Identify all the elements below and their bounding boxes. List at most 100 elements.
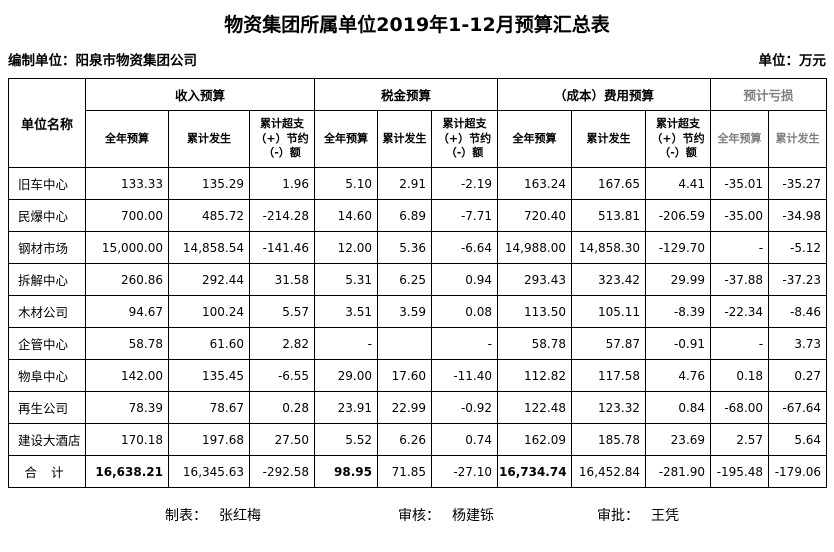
value-cell: 0.84	[644, 391, 712, 424]
value-cell: 78.67	[168, 391, 250, 424]
value-cell: -37.23	[768, 263, 828, 296]
value-cell: 720.40	[497, 199, 572, 232]
header-group-row: 单位名称 收入预算 税金预算 （成本）费用预算 预计亏损	[8, 78, 828, 168]
value-cell: 5.57	[249, 295, 315, 328]
value-cell: 16,345.63	[168, 455, 250, 488]
value-cell: -68.00	[710, 391, 770, 424]
value-cell: -2.19	[431, 167, 498, 200]
value-cell: 0.74	[431, 423, 498, 456]
unit-name-cell: 合 计	[8, 455, 86, 488]
group-header-income: 收入预算	[85, 78, 315, 111]
value-cell: 29.99	[644, 263, 712, 296]
value-cell: 260.86	[85, 263, 169, 296]
table-row: 物阜中心 142.00 135.45 -6.55 29.00 17.60 -11.40 112…	[8, 359, 828, 392]
value-cell	[377, 327, 432, 360]
value-cell: 6.26	[377, 423, 432, 456]
table-body: 旧车中心 133.33 135.29 1.96 5.10 2.91 -2.19 163.24 1…	[8, 167, 828, 488]
value-cell: 100.24	[168, 295, 250, 328]
value-cell: 14,858.30	[571, 231, 646, 264]
value-cell: 0.94	[431, 263, 498, 296]
value-cell: -6.64	[431, 231, 498, 264]
table-row: 再生公司 78.39 78.67 0.28 23.91 22.99 -0.92 122.48 1…	[8, 391, 828, 424]
value-cell: 163.24	[497, 167, 572, 200]
value-cell: -206.59	[644, 199, 712, 232]
value-cell: -35.01	[710, 167, 770, 200]
value-cell: 4.41	[644, 167, 712, 200]
value-cell: -214.28	[249, 199, 315, 232]
value-cell: 3.51	[314, 295, 378, 328]
value-cell: 323.42	[571, 263, 646, 296]
value-cell: 112.82	[497, 359, 572, 392]
table-row: 民爆中心 700.00 485.72 -214.28 14.60 6.89 -7.71 720…	[8, 199, 828, 232]
value-cell: 135.45	[168, 359, 250, 392]
table-header: 单位名称 收入预算 税金预算 （成本）费用预算 预计亏损 全年预算 累计发生 累…	[8, 78, 828, 168]
sheet-page: 物资集团所属单位2019年1-12月预算汇总表 编制单位：阳泉市物资集团公司 单…	[8, 14, 828, 525]
subheader-income-cumulative: 累计发生	[168, 110, 250, 168]
value-cell: 197.68	[168, 423, 250, 456]
page-title: 物资集团所属单位2019年1-12月预算汇总表	[224, 14, 610, 36]
value-cell: -35.00	[710, 199, 770, 232]
value-cell: 0.27	[768, 359, 828, 392]
value-cell: -8.39	[644, 295, 712, 328]
value-cell: -	[314, 327, 378, 360]
value-cell: 2.57	[710, 423, 770, 456]
value-cell: 0.18	[710, 359, 770, 392]
value-cell: -141.46	[249, 231, 315, 264]
value-cell: 4.76	[644, 359, 712, 392]
value-cell: -22.34	[710, 295, 770, 328]
reviewer-name: 杨建铄	[452, 508, 494, 524]
subheader-tax-annual: 全年预算	[314, 110, 378, 168]
subheader-income-annual: 全年预算	[85, 110, 169, 168]
value-cell: 14,858.54	[168, 231, 250, 264]
unit-name-cell: 木材公司	[8, 295, 86, 328]
value-cell: -	[710, 231, 770, 264]
value-cell: 105.11	[571, 295, 646, 328]
value-cell: -129.70	[644, 231, 712, 264]
value-cell: -	[710, 327, 770, 360]
value-cell: -	[431, 327, 498, 360]
table-row: 木材公司 94.67 100.24 5.57 3.51 3.59 0.08 113.50 105…	[8, 295, 828, 328]
maker-name: 张红梅	[219, 508, 261, 524]
maker-signature: 制表： 张红梅	[165, 505, 261, 525]
table-row: 企管中心 58.78 61.60 2.82- -58.78 57.87 -0.91-3.73	[8, 327, 828, 360]
value-cell: -35.27	[768, 167, 828, 200]
value-cell: 78.39	[85, 391, 169, 424]
value-cell: 14,988.00	[497, 231, 572, 264]
value-cell: -67.64	[768, 391, 828, 424]
group-header-tax: 税金预算	[314, 78, 498, 111]
value-cell: 23.91	[314, 391, 378, 424]
value-cell: 5.31	[314, 263, 378, 296]
value-cell: 2.91	[377, 167, 432, 200]
unit-name-cell: 拆解中心	[8, 263, 86, 296]
value-cell: 0.08	[431, 295, 498, 328]
value-cell: 293.43	[497, 263, 572, 296]
value-cell: 113.50	[497, 295, 572, 328]
value-cell: 31.58	[249, 263, 315, 296]
approver-signature: 审批： 王凭	[597, 505, 679, 525]
unit-name-cell: 再生公司	[8, 391, 86, 424]
value-cell: 0.28	[249, 391, 315, 424]
value-cell: 142.00	[85, 359, 169, 392]
total-row: 合 计 16,638.21 16,345.63 -292.58 98.95 71.85 -2…	[8, 455, 828, 488]
value-cell: 16,734.74	[497, 455, 572, 488]
value-cell: -292.58	[249, 455, 315, 488]
budget-table: 单位名称 收入预算 税金预算 （成本）费用预算 预计亏损 全年预算 累计发生 累…	[8, 78, 828, 488]
value-cell: 3.73	[768, 327, 828, 360]
value-cell: 27.50	[249, 423, 315, 456]
group-header-cost: （成本）费用预算	[496, 78, 712, 111]
value-cell: -7.71	[431, 199, 498, 232]
value-cell: 117.58	[571, 359, 646, 392]
value-cell: 12.00	[314, 231, 378, 264]
value-cell: 2.82	[249, 327, 315, 360]
header-sub-row: 全年预算 累计发生 累计超支 （+）节约 （-）额 全年预算 累计发生 累计超支…	[9, 110, 828, 168]
value-cell: -179.06	[768, 455, 828, 488]
value-cell: 94.67	[85, 295, 169, 328]
subheader-cost-variance: 累计超支 （+）节约 （-）额	[644, 110, 712, 168]
value-cell: 5.64	[768, 423, 828, 456]
group-header-loss: 预计亏损	[710, 78, 828, 111]
value-cell: 185.78	[571, 423, 646, 456]
table-row: 旧车中心 133.33 135.29 1.96 5.10 2.91 -2.19 163.24 1…	[8, 167, 828, 200]
value-cell: 15,000.00	[85, 231, 169, 264]
unit-name-cell: 物阜中心	[8, 359, 86, 392]
value-cell: 5.10	[314, 167, 378, 200]
